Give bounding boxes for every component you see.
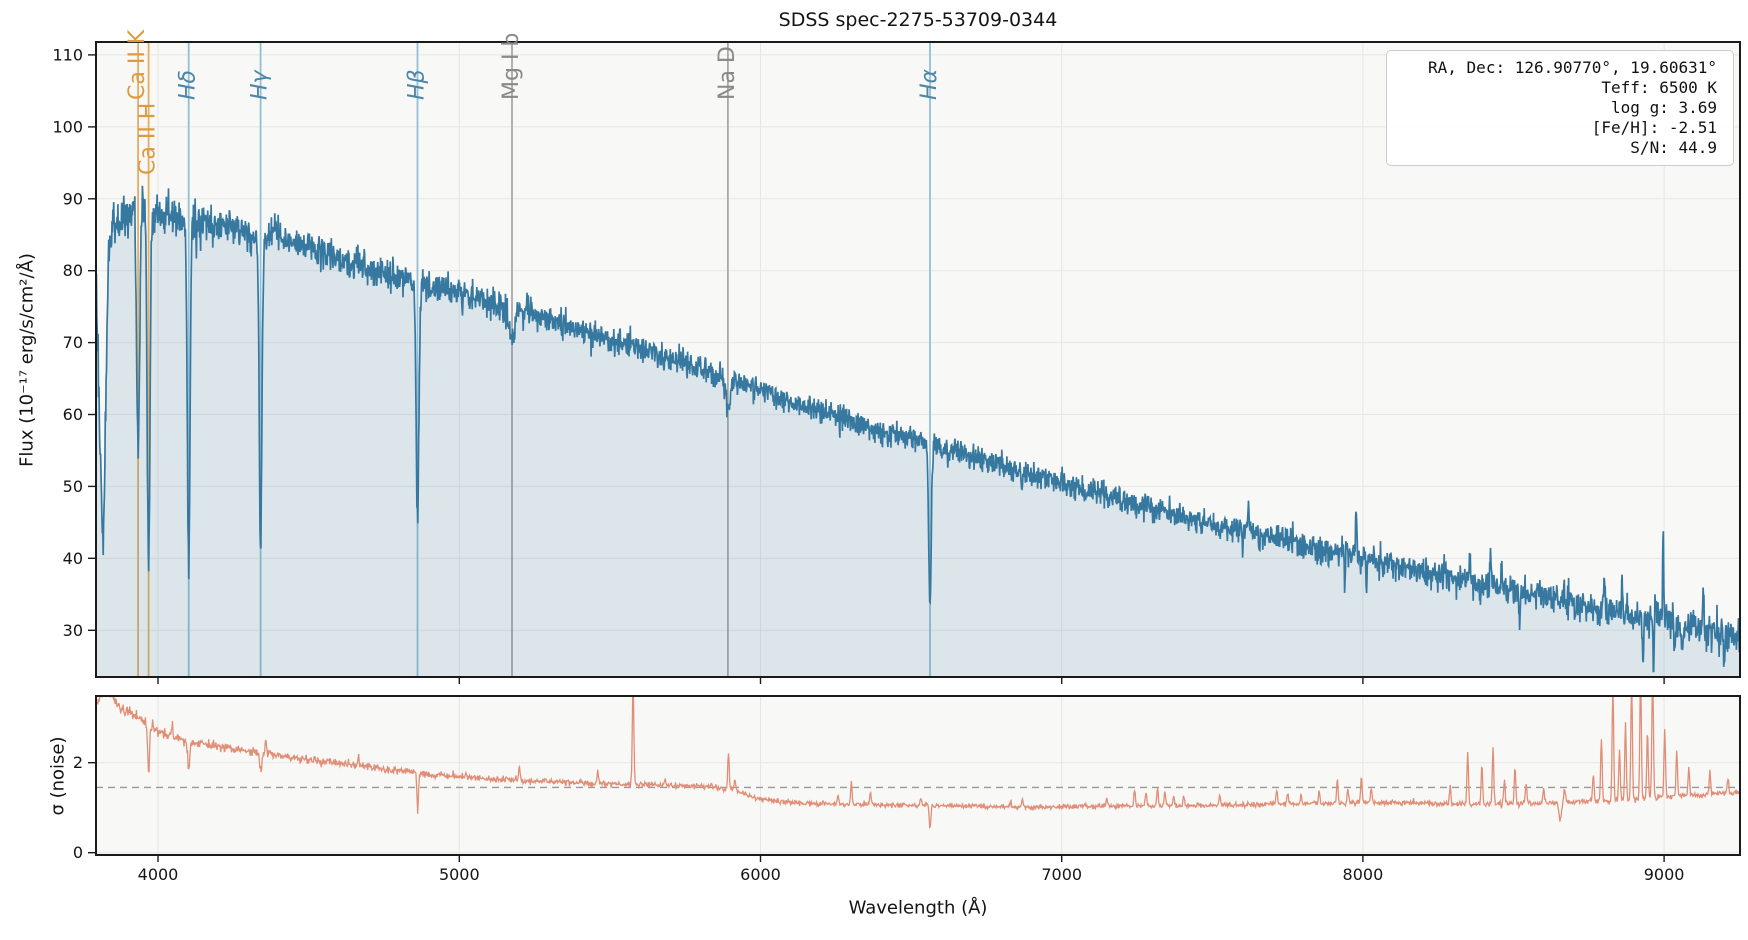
info-line-feh: [Fe/H]: -2.51 (1591, 118, 1717, 137)
info-line-logg: log g: 3.69 (1611, 98, 1717, 117)
x-tick-label: 6000 (740, 865, 781, 884)
line-marker-label-Mg I b: Mg I b (499, 33, 524, 100)
flux-tick-label: 50 (63, 477, 83, 496)
tick-labels: 4000 5000 6000 7000 8000 9000 30 40 50 60 70 80 90 10… (52, 45, 1684, 884)
spectrum-line (96, 185, 1740, 673)
x-tick-label: 5000 (439, 865, 480, 884)
main-panel-border (95, 41, 1741, 678)
noise-panel-border (95, 695, 1741, 856)
flux-tick-label: 70 (63, 333, 83, 352)
flux-tick-label: 80 (63, 261, 83, 280)
info-line-teff: Teff: 6500 K (1601, 78, 1717, 97)
line-marker-label-Ca II H: Ca II H (136, 103, 161, 175)
x-tick-label: 4000 (138, 865, 179, 884)
flux-tick-label: 100 (52, 117, 83, 136)
info-line-sn: S/N: 44.9 (1630, 138, 1717, 157)
flux-tick-label: 110 (52, 45, 83, 64)
flux-tick-label: 60 (63, 405, 83, 424)
x-tick-label: 7000 (1041, 865, 1082, 884)
line-marker-labels: Ca II K Ca II H Hδ Hγ Hβ Mg I b Na D Hα (125, 29, 942, 175)
flux-tick-label: 30 (63, 621, 83, 640)
flux-tick-label: 40 (63, 549, 83, 568)
flux-axis-label: Flux (10⁻¹⁷ erg/s/cm²/Å) (16, 253, 38, 467)
flux-tick-label: 90 (63, 189, 83, 208)
x-tick-label: 9000 (1644, 865, 1685, 884)
tick-marks (88, 54, 1665, 862)
noise-line (96, 696, 1740, 829)
noise-axis-label: σ (noise) (47, 736, 69, 816)
stellar-params-box: RA, Dec: 126.90770°, 19.60631° Teff: 650… (1386, 50, 1734, 166)
noise-tick-label: 2 (73, 753, 83, 772)
noise-panel-bg (96, 696, 1740, 855)
line-marker-label-Hδ: Hδ (176, 70, 201, 100)
wavelength-axis-label: Wavelength (Å) (848, 897, 988, 919)
line-marker-label-Ca II K: Ca II K (125, 29, 150, 100)
plot-title: SDSS spec-2275-53709-0344 (778, 9, 1058, 31)
x-tick-label: 8000 (1343, 865, 1384, 884)
line-marker-label-Na D: Na D (715, 46, 740, 100)
line-marker-label-Hγ: Hγ (248, 69, 273, 100)
line-marker-label-Hβ: Hβ (405, 69, 430, 100)
noise-tick-label: 0 (73, 843, 83, 862)
gridlines (96, 42, 1740, 855)
info-line-radec: RA, Dec: 126.90770°, 19.60631° (1428, 58, 1717, 77)
line-marker-label-Hα: Hα (917, 68, 942, 100)
